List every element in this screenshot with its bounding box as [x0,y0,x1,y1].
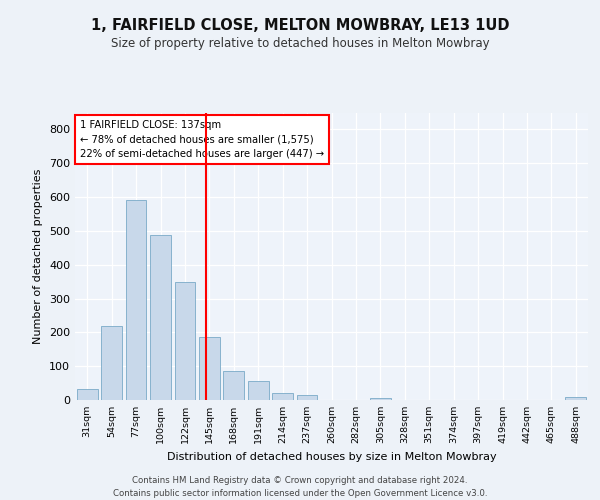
Text: 1, FAIRFIELD CLOSE, MELTON MOWBRAY, LE13 1UD: 1, FAIRFIELD CLOSE, MELTON MOWBRAY, LE13… [91,18,509,32]
Bar [248,382,269,400]
Bar [223,371,244,400]
Bar [199,337,220,400]
Bar [77,389,98,400]
Y-axis label: Number of detached properties: Number of detached properties [34,168,43,344]
Bar [272,393,293,400]
Text: Contains HM Land Registry data © Crown copyright and database right 2024.
Contai: Contains HM Land Registry data © Crown c… [113,476,487,498]
Text: Size of property relative to detached houses in Melton Mowbray: Size of property relative to detached ho… [110,38,490,51]
X-axis label: Distribution of detached houses by size in Melton Mowbray: Distribution of detached houses by size … [167,452,496,462]
Bar [175,282,196,400]
Bar [101,326,122,400]
Bar [150,236,171,400]
Text: 1 FAIRFIELD CLOSE: 137sqm
← 78% of detached houses are smaller (1,575)
22% of se: 1 FAIRFIELD CLOSE: 137sqm ← 78% of detac… [80,120,324,160]
Bar [125,200,146,400]
Bar [565,397,586,400]
Bar [370,398,391,400]
Bar [296,394,317,400]
